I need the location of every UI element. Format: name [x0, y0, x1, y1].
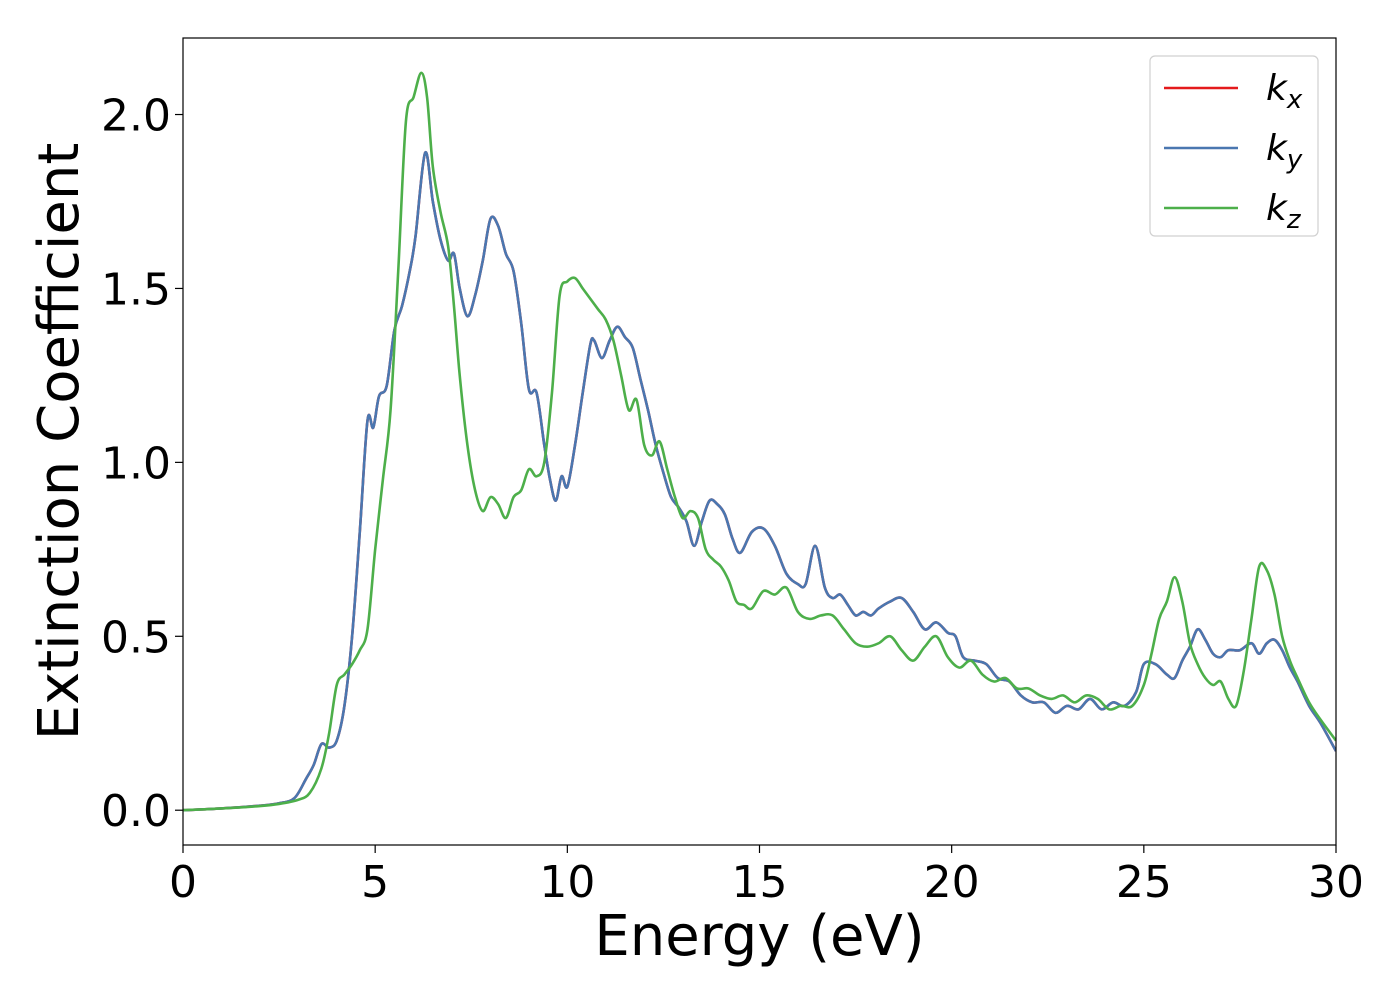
axes: 0 5 10 15 20 25 30 0.0 0.5 1.0 1.5 2.0 — [101, 37, 1364, 908]
x-axis-title: Energy (eV) — [594, 904, 924, 969]
x-tick-label: 10 — [539, 857, 595, 908]
legend-label-y: ky — [1266, 128, 1303, 175]
y-tick-label: 0.5 — [101, 612, 171, 663]
x-tick-label: 5 — [361, 857, 389, 908]
legend-box — [1149, 55, 1319, 237]
series-line-z — [183, 71, 1336, 812]
x-tick-label: 0 — [169, 857, 197, 908]
legend-label-x: kx — [1266, 68, 1303, 115]
x-tick-label: 15 — [732, 857, 788, 908]
legend: kx ky kz — [1149, 55, 1319, 237]
x-tick-label: 25 — [1116, 857, 1172, 908]
y-tick-label: 1.5 — [101, 264, 171, 315]
y-tick-label: 0.0 — [101, 786, 171, 837]
y-tick-label: 1.0 — [101, 438, 171, 489]
x-tick-label: 20 — [924, 857, 980, 908]
series-line-y — [183, 151, 1336, 812]
x-tick-label: 30 — [1308, 857, 1364, 908]
y-tick-label: 2.0 — [101, 91, 171, 142]
y-axis-title: Extinction Coefficient — [27, 143, 92, 741]
plot-area — [183, 71, 1336, 812]
legend-label-z: kz — [1266, 188, 1302, 235]
